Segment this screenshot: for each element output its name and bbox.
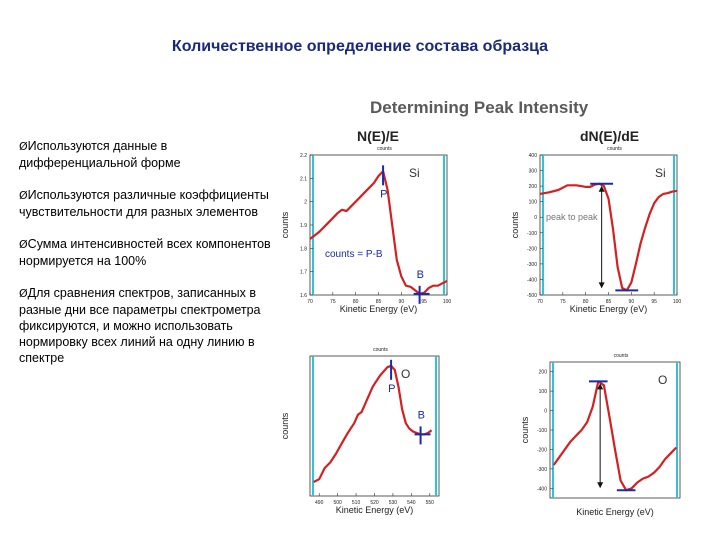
y-tick-label: -300 [527, 262, 537, 268]
x-tick-label: 70 [537, 299, 543, 305]
y-tick-label: -300 [537, 467, 547, 473]
x-tick-label: 80 [353, 299, 359, 305]
y-tick-label: -100 [527, 231, 537, 237]
arrow-head-up [598, 185, 605, 192]
y-axis-label: counts [510, 211, 520, 238]
top-label: counts [377, 146, 392, 152]
bullet-list: Используются данные в дифференциальной ф… [19, 138, 281, 382]
x-tick-label: 85 [376, 299, 382, 305]
y-tick-label: 2 [304, 200, 307, 206]
x-tick-label: 100 [443, 299, 452, 305]
y-tick-label: -500 [527, 293, 537, 299]
plot-frame [309, 355, 440, 497]
x-tick-label: 500 [333, 500, 342, 506]
bullet-item: Сумма интенсивностей всех компонентов но… [19, 236, 281, 269]
top-label: counts [614, 353, 629, 359]
x-tick-label: 550 [426, 500, 435, 506]
bullet-text: Используются различные коэффициенты чувс… [19, 188, 269, 219]
bullet-text: Для сравнения спектров, записанных в раз… [19, 286, 261, 365]
x-tick-label: 510 [352, 500, 361, 506]
slide-title: Количественное определение состава образ… [171, 38, 549, 55]
x-axis-label: Kinetic Energy (eV) [336, 505, 414, 515]
x-tick-label: 75 [330, 299, 336, 305]
marker-b-label: B [418, 409, 425, 421]
bullet-text: Сумма интенсивностей всех компонентов но… [19, 237, 271, 268]
column-title-dne: dN(E)/dE [580, 128, 640, 144]
y-tick-label: 200 [529, 184, 538, 190]
y-tick-label: 200 [539, 370, 548, 376]
y-tick-label: -400 [537, 486, 547, 492]
series-line [309, 170, 448, 295]
x-tick-label: 95 [651, 299, 657, 305]
y-tick-label: 2.2 [300, 153, 307, 159]
x-tick-label: 75 [560, 299, 566, 305]
plot-frame [549, 361, 681, 499]
element-label: Si [655, 166, 666, 180]
formula-label: counts = P-B [325, 249, 383, 260]
series-line [539, 182, 678, 292]
x-tick-label: 95 [421, 299, 427, 305]
marker-p-label: P [380, 188, 387, 200]
series-line [552, 380, 678, 492]
bullet-item: Для сравнения спектров, записанных в раз… [19, 285, 281, 366]
element-label: O [401, 367, 410, 381]
x-tick-label: 530 [389, 500, 398, 506]
y-tick-label: 2.1 [300, 176, 307, 182]
y-tick-label: 100 [539, 389, 548, 395]
y-tick-label: -100 [537, 428, 547, 434]
series-line [313, 364, 433, 483]
x-tick-label: 100 [673, 299, 682, 305]
y-tick-label: -200 [537, 447, 547, 453]
arrow-head-down [598, 282, 605, 289]
y-tick-label: -200 [527, 246, 537, 252]
y-tick-label: 400 [529, 153, 538, 159]
peak-to-peak-label: peak to peak [546, 212, 598, 222]
figure-title: Determining Peak Intensity [370, 98, 589, 117]
y-tick-label: 100 [529, 200, 538, 206]
marker-p-label: P [388, 383, 395, 395]
bullet-item: Используются данные в дифференциальной ф… [19, 138, 281, 171]
y-tick-label: 0 [544, 409, 547, 415]
y-tick-label: -400 [527, 277, 537, 283]
column-title-ne: N(E)/E [357, 128, 399, 144]
y-tick-label: 300 [529, 169, 538, 175]
x-tick-label: 80 [583, 299, 589, 305]
y-tick-label: 1.8 [300, 246, 307, 252]
top-label: counts [373, 347, 388, 353]
plot-frame [309, 154, 448, 296]
x-axis-label: Kinetic Energy (eV) [340, 304, 418, 314]
x-tick-label: 90 [629, 299, 635, 305]
arrow-head-up [597, 383, 604, 390]
x-axis-label: Kinetic Energy (eV) [570, 304, 648, 314]
y-tick-label: 0 [534, 215, 537, 221]
y-tick-label: 1.9 [300, 223, 307, 229]
element-label: Si [409, 166, 420, 180]
arrow-head-down [597, 482, 604, 489]
x-tick-label: 540 [407, 500, 416, 506]
marker-b-label: B [417, 269, 424, 281]
x-tick-label: 90 [399, 299, 405, 305]
bullet-item: Используются различные коэффициенты чувс… [19, 187, 281, 220]
element-label: O [658, 373, 667, 387]
x-tick-label: 85 [606, 299, 612, 305]
top-label: counts [607, 146, 622, 152]
x-tick-label: 70 [307, 299, 313, 305]
y-axis-label: counts [280, 412, 290, 439]
y-tick-label: 1.6 [300, 293, 307, 299]
x-tick-label: 520 [370, 500, 379, 506]
y-axis-label: counts [520, 416, 530, 443]
y-axis-label: counts [280, 211, 290, 238]
plot-frame [539, 154, 678, 296]
bullet-text: Используются данные в дифференциальной ф… [19, 139, 181, 170]
x-tick-label: 490 [315, 500, 324, 506]
y-tick-label: 1.7 [300, 270, 307, 276]
x-axis-label: Kinetic Energy (eV) [576, 507, 654, 517]
